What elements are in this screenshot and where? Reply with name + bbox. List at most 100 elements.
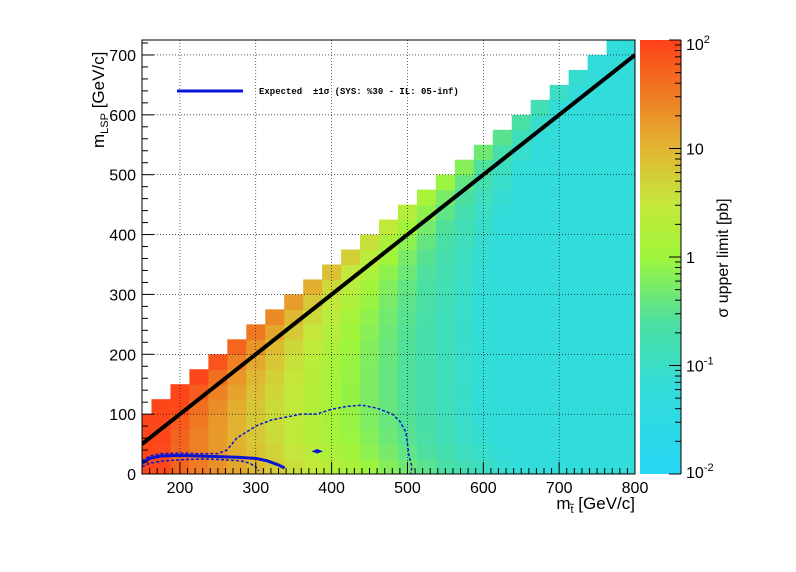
heatmap-cell [625, 84, 635, 101]
heatmap-cell [379, 384, 399, 400]
heatmap-cell [625, 129, 635, 146]
heatmap-cell [568, 249, 589, 266]
heatmap-cell [606, 264, 627, 281]
heatmap-cell [379, 219, 399, 236]
heatmap-cell [587, 294, 608, 310]
heatmap-cell [341, 429, 361, 445]
heatmap-cell [530, 234, 551, 251]
heatmap-cell [511, 339, 532, 355]
heatmap-cell [360, 294, 380, 310]
heatmap-cell [511, 144, 532, 161]
legend-entry-label: Expected ±1σ (SYS: %30 - IL: 05-inf) [259, 87, 459, 97]
heatmap-cell [587, 204, 608, 221]
heatmap-cell [625, 40, 635, 56]
heatmap-cell [549, 324, 570, 340]
heatmap-cell [511, 309, 532, 325]
heatmap-cell [303, 279, 323, 296]
heatmap-cell [360, 369, 380, 385]
heatmap-cell [227, 414, 247, 430]
heatmap-cell [416, 399, 437, 415]
heatmap-cell [625, 459, 635, 474]
heatmap-cell [341, 444, 361, 460]
heatmap-cell [454, 159, 475, 176]
expected-island-contour [311, 449, 323, 454]
heatmap-cell [511, 324, 532, 340]
heatmap-cell [322, 309, 342, 325]
heatmap-cell [606, 249, 627, 266]
heatmap-cell [568, 99, 589, 116]
heatmap-cell [397, 204, 418, 221]
heatmap-cell [587, 159, 608, 176]
heatmap-cell [435, 174, 456, 191]
x-axis-title: mt̃ [GeV/c] [556, 494, 635, 516]
heatmap-cell [549, 129, 570, 146]
kinematic-limit-line [142, 53, 635, 446]
heatmap-cell [492, 339, 513, 355]
heatmap-cell [568, 219, 589, 236]
heatmap-cell [208, 414, 228, 430]
heatmap-cell [189, 459, 209, 474]
heatmap-cell [568, 369, 589, 385]
heatmap-cell [284, 459, 304, 474]
heatmap-cell [265, 444, 285, 460]
heatmap-cell [360, 309, 380, 325]
heatmap-cell [142, 429, 153, 445]
heatmap-cell [587, 384, 608, 400]
heatmap-cell [284, 399, 304, 415]
heatmap-cell [625, 99, 635, 116]
heatmap-cell [511, 204, 532, 221]
heatmap-cell [492, 294, 513, 310]
heatmap-cell [530, 144, 551, 161]
heatmap-cell [435, 204, 456, 221]
heatmap-cell [587, 279, 608, 296]
heatmap-cell [511, 444, 532, 460]
heatmap-cell [303, 429, 323, 445]
expected-limit-contour [142, 453, 286, 470]
heatmap-cell [530, 399, 551, 415]
heatmap-cell [625, 384, 635, 400]
colorbar-tick-label: 10-2 [686, 462, 714, 482]
x-tick-label: 400 [318, 480, 345, 497]
heatmap-cell [416, 279, 437, 296]
heatmap-cell [341, 324, 361, 340]
heatmap-cell [284, 339, 304, 355]
heatmap-cell [568, 144, 589, 161]
heatmap-cell [530, 369, 551, 385]
heatmap-cell [587, 399, 608, 415]
heatmap-cell [606, 309, 627, 325]
heatmap-cell [587, 264, 608, 281]
heatmap-cell [606, 339, 627, 355]
heatmap-cell [606, 324, 627, 340]
heatmap-cell [473, 144, 494, 161]
heatmap-cell [492, 369, 513, 385]
heatmap-cell [606, 384, 627, 400]
heatmap-cell [549, 204, 570, 221]
heatmap-cell [284, 384, 304, 400]
heatmap-cell [454, 204, 475, 221]
heatmap-cell [454, 234, 475, 251]
heatmap-cell [397, 294, 418, 310]
heatmap-cell [606, 279, 627, 296]
heatmap-cell [530, 99, 551, 116]
heatmap-cell [587, 144, 608, 161]
heatmap-cell [379, 414, 399, 430]
heatmap-cell [435, 279, 456, 296]
heatmap-cell [625, 204, 635, 221]
heatmap-cell [360, 429, 380, 445]
heatmap-cell [492, 444, 513, 460]
heatmap-cell [587, 189, 608, 206]
heatmap-cell [435, 324, 456, 340]
heatmap-cell [454, 444, 475, 460]
heatmap-cell [189, 399, 209, 415]
heatmap-cell [492, 204, 513, 221]
heatmap-cell [473, 189, 494, 206]
heatmap-cell [142, 459, 153, 474]
heatmap-cell [379, 324, 399, 340]
heatmap-cell [454, 294, 475, 310]
heatmap-cell [227, 429, 247, 445]
heatmap-cell [416, 264, 437, 281]
heatmap-cell [568, 399, 589, 415]
heatmap-cell [454, 279, 475, 296]
heatmap-cell [492, 129, 513, 146]
heatmap-cell [587, 114, 608, 131]
